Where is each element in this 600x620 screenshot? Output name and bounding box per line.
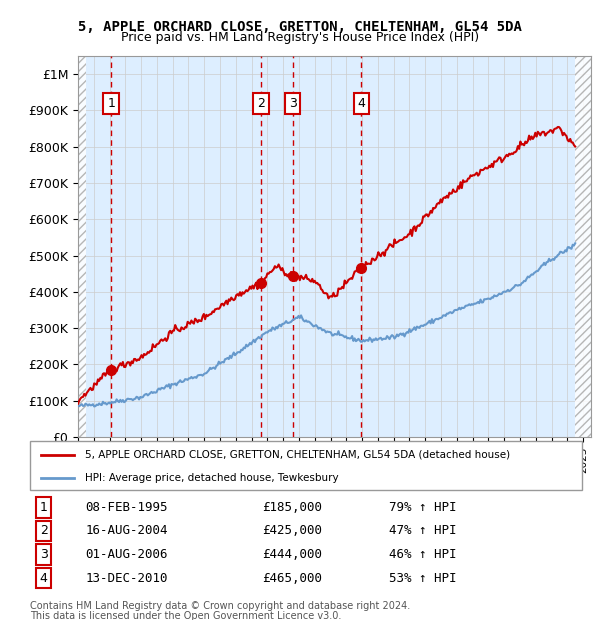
Text: 3: 3: [289, 97, 296, 110]
Text: 3: 3: [40, 548, 48, 561]
Text: 01-AUG-2006: 01-AUG-2006: [85, 548, 168, 561]
Text: 79% ↑ HPI: 79% ↑ HPI: [389, 501, 457, 514]
Text: 2: 2: [257, 97, 265, 110]
Text: 5, APPLE ORCHARD CLOSE, GRETTON, CHELTENHAM, GL54 5DA: 5, APPLE ORCHARD CLOSE, GRETTON, CHELTEN…: [78, 20, 522, 34]
Text: 47% ↑ HPI: 47% ↑ HPI: [389, 525, 457, 538]
Text: £425,000: £425,000: [262, 525, 322, 538]
Text: 46% ↑ HPI: 46% ↑ HPI: [389, 548, 457, 561]
Text: 4: 4: [358, 97, 365, 110]
Text: £465,000: £465,000: [262, 572, 322, 585]
Text: Price paid vs. HM Land Registry's House Price Index (HPI): Price paid vs. HM Land Registry's House …: [121, 31, 479, 44]
Text: 08-FEB-1995: 08-FEB-1995: [85, 501, 168, 514]
Text: 16-AUG-2004: 16-AUG-2004: [85, 525, 168, 538]
Text: Contains HM Land Registry data © Crown copyright and database right 2024.: Contains HM Land Registry data © Crown c…: [30, 601, 410, 611]
Text: 5, APPLE ORCHARD CLOSE, GRETTON, CHELTENHAM, GL54 5DA (detached house): 5, APPLE ORCHARD CLOSE, GRETTON, CHELTEN…: [85, 450, 511, 460]
Text: 13-DEC-2010: 13-DEC-2010: [85, 572, 168, 585]
FancyBboxPatch shape: [30, 441, 582, 490]
Text: 53% ↑ HPI: 53% ↑ HPI: [389, 572, 457, 585]
Text: 1: 1: [107, 97, 115, 110]
Text: 4: 4: [40, 572, 48, 585]
Text: £185,000: £185,000: [262, 501, 322, 514]
Text: 1: 1: [40, 501, 48, 514]
Text: HPI: Average price, detached house, Tewkesbury: HPI: Average price, detached house, Tewk…: [85, 472, 339, 483]
Text: £444,000: £444,000: [262, 548, 322, 561]
Text: 2: 2: [40, 525, 48, 538]
Text: This data is licensed under the Open Government Licence v3.0.: This data is licensed under the Open Gov…: [30, 611, 341, 620]
